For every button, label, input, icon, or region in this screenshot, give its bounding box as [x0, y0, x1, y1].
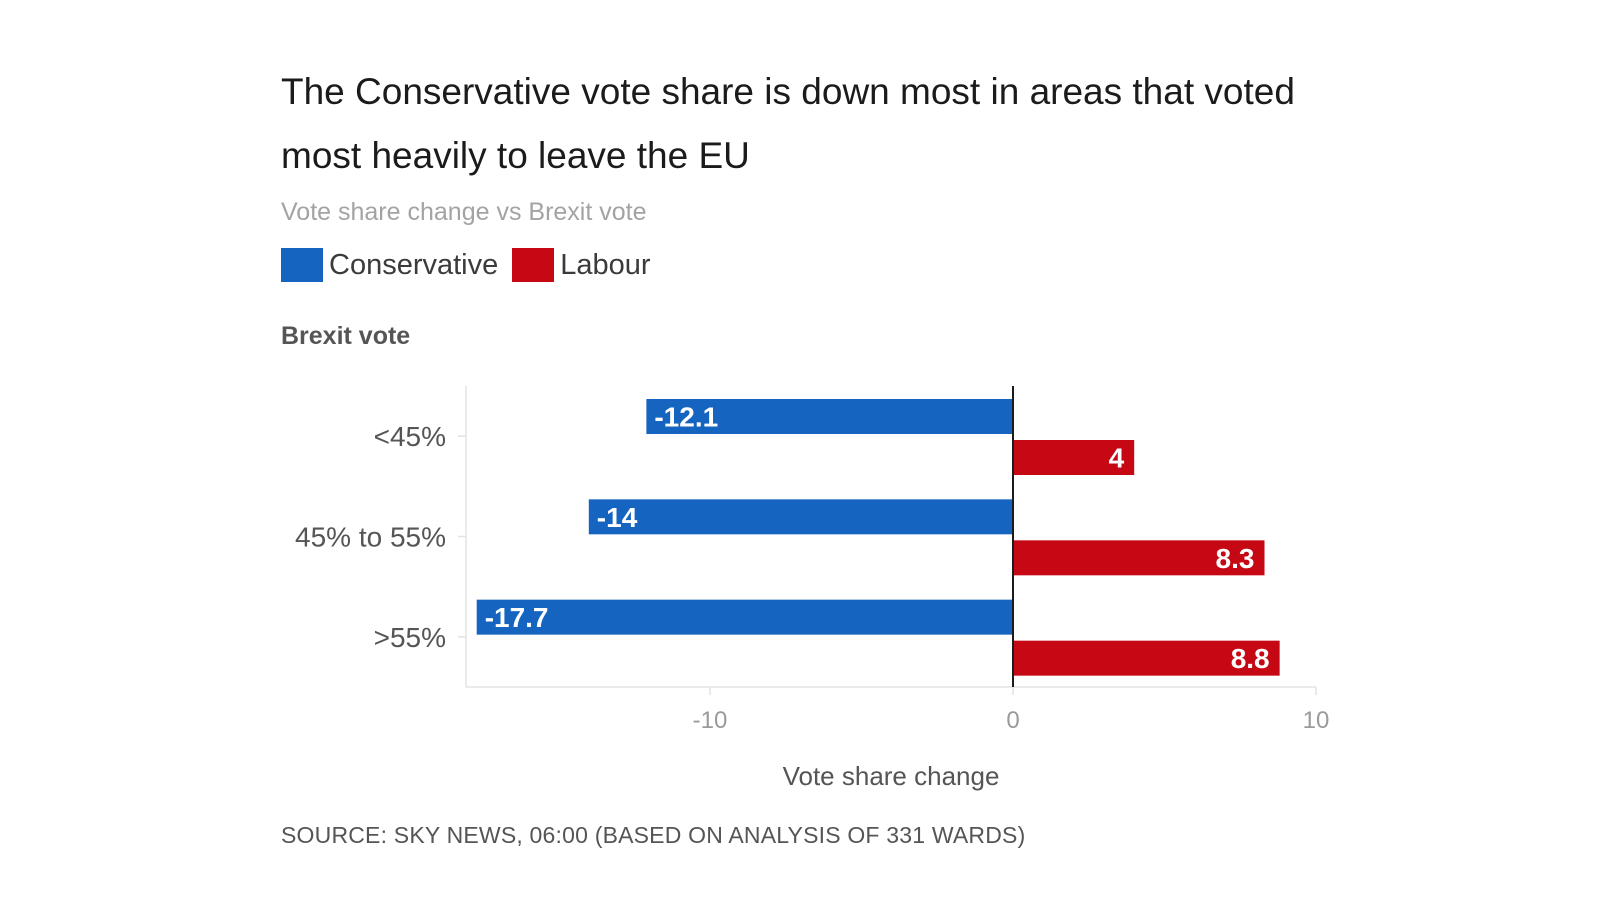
source-note: SOURCE: SKY NEWS, 06:00 (BASED ON ANALYS… [281, 822, 1026, 848]
data-label: 8.8 [1231, 643, 1270, 674]
bar-labour [1013, 640, 1280, 676]
bar-conservative [588, 499, 1013, 535]
legend-item-labour: Labour [512, 248, 651, 282]
data-label: 8.3 [1216, 543, 1255, 574]
data-label: 4 [1109, 443, 1125, 474]
bar-conservative [646, 399, 1013, 434]
bar-labour [1013, 440, 1135, 475]
legend-swatch-labour [512, 248, 555, 282]
bar-labour [1013, 540, 1265, 576]
data-label: -12.1 [654, 402, 718, 433]
legend-swatch-conservative [281, 248, 323, 282]
chart-subtitle: Vote share change vs Brexit vote [281, 198, 647, 226]
category-label: >55% [374, 622, 446, 653]
x-tick-label: -10 [693, 707, 728, 734]
x-tick-label: 0 [1006, 707, 1019, 734]
data-label: -14 [597, 502, 638, 533]
x-tick-label: 10 [1303, 707, 1330, 734]
category-label: <45% [374, 421, 446, 452]
category-label: 45% to 55% [295, 522, 446, 553]
data-label: -17.7 [485, 602, 549, 633]
legend-label-conservative: Conservative [329, 248, 499, 281]
x-axis-title: Vote share change [783, 761, 1000, 791]
chart-title: The Conservative vote share is down most… [281, 71, 1295, 176]
y-axis-header: Brexit vote [281, 322, 411, 350]
chart-legend: Conservative Labour [281, 248, 665, 282]
legend-label-labour: Labour [560, 248, 651, 281]
legend-item-conservative: Conservative [281, 248, 498, 282]
bar-conservative [476, 599, 1013, 635]
